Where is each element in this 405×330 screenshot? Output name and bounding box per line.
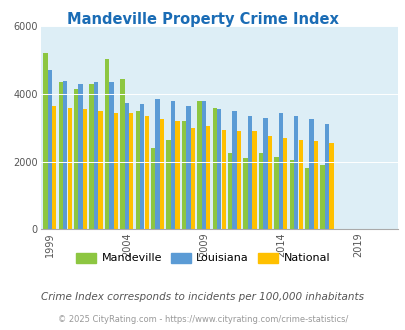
Bar xyxy=(98,111,102,229)
Bar xyxy=(320,165,324,229)
Bar xyxy=(94,82,98,229)
Bar xyxy=(58,82,63,229)
Bar xyxy=(237,131,241,229)
Bar xyxy=(278,113,282,229)
Bar xyxy=(135,111,140,229)
Bar xyxy=(313,142,318,229)
Bar xyxy=(104,58,109,229)
Legend: Mandeville, Louisiana, National: Mandeville, Louisiana, National xyxy=(76,253,329,263)
Bar xyxy=(151,148,155,229)
Bar xyxy=(140,104,144,229)
Bar xyxy=(328,143,333,229)
Bar xyxy=(282,138,287,229)
Bar xyxy=(129,113,133,229)
Bar xyxy=(78,84,83,229)
Text: © 2025 CityRating.com - https://www.cityrating.com/crime-statistics/: © 2025 CityRating.com - https://www.city… xyxy=(58,315,347,324)
Text: Mandeville Property Crime Index: Mandeville Property Crime Index xyxy=(67,12,338,26)
Bar xyxy=(252,131,256,229)
Bar xyxy=(324,124,328,229)
Bar xyxy=(74,89,78,229)
Bar xyxy=(262,118,267,229)
Bar xyxy=(258,153,262,229)
Bar xyxy=(289,160,293,229)
Bar xyxy=(155,99,160,229)
Text: Crime Index corresponds to incidents per 100,000 inhabitants: Crime Index corresponds to incidents per… xyxy=(41,292,364,302)
Bar xyxy=(232,111,236,229)
Bar xyxy=(124,103,129,229)
Bar xyxy=(201,101,205,229)
Bar xyxy=(113,113,118,229)
Bar xyxy=(228,153,232,229)
Bar xyxy=(221,130,225,229)
Bar xyxy=(273,157,278,229)
Bar xyxy=(197,101,201,229)
Bar xyxy=(89,84,94,229)
Bar xyxy=(181,121,185,229)
Bar xyxy=(190,128,194,229)
Bar xyxy=(186,106,190,229)
Bar xyxy=(52,106,56,229)
Bar xyxy=(212,108,216,229)
Bar xyxy=(160,119,164,229)
Bar xyxy=(83,109,87,229)
Bar xyxy=(247,116,252,229)
Bar xyxy=(166,140,171,229)
Bar xyxy=(63,81,67,229)
Bar xyxy=(67,108,72,229)
Bar xyxy=(267,136,271,229)
Bar xyxy=(304,169,309,229)
Bar xyxy=(217,109,221,229)
Bar xyxy=(309,119,313,229)
Bar xyxy=(47,70,52,229)
Bar xyxy=(144,116,149,229)
Bar xyxy=(109,82,113,229)
Bar xyxy=(293,116,298,229)
Bar xyxy=(206,126,210,229)
Bar xyxy=(171,101,175,229)
Bar xyxy=(175,121,179,229)
Bar xyxy=(43,53,47,229)
Bar xyxy=(243,158,247,229)
Bar xyxy=(120,79,124,229)
Bar xyxy=(298,140,302,229)
